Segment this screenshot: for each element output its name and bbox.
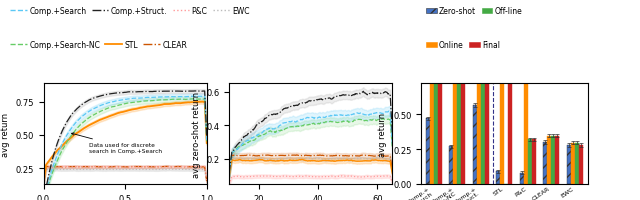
Bar bbox=[579, 145, 582, 184]
Bar bbox=[454, 74, 458, 184]
Legend: Comp.+Search, Comp.+Struct., P&C, EWC: Comp.+Search, Comp.+Struct., P&C, EWC bbox=[7, 4, 253, 19]
Bar bbox=[551, 136, 555, 184]
Bar bbox=[500, 77, 504, 184]
Bar bbox=[532, 140, 536, 184]
Legend: Online, Final: Online, Final bbox=[423, 38, 503, 53]
Bar bbox=[543, 142, 547, 184]
Y-axis label: avg zero-shot return: avg zero-shot return bbox=[191, 91, 200, 177]
Bar bbox=[528, 140, 532, 184]
Bar bbox=[481, 68, 485, 184]
Bar bbox=[571, 143, 575, 184]
Y-axis label: avg return: avg return bbox=[1, 112, 10, 156]
Bar bbox=[438, 73, 442, 184]
Bar bbox=[473, 106, 477, 184]
Text: Data used for discrete
search in Comp.+Search: Data used for discrete search in Comp.+S… bbox=[72, 133, 162, 153]
Bar bbox=[434, 73, 438, 184]
Bar bbox=[566, 145, 571, 184]
Legend: Comp.+Search-NC, STL, CLEAR: Comp.+Search-NC, STL, CLEAR bbox=[7, 38, 191, 53]
Bar bbox=[547, 136, 551, 184]
Bar bbox=[497, 172, 500, 184]
Bar bbox=[520, 173, 524, 184]
Bar bbox=[430, 73, 434, 184]
Bar bbox=[508, 77, 512, 184]
Y-axis label: avg return: avg return bbox=[378, 112, 387, 156]
Bar bbox=[458, 72, 461, 184]
Bar bbox=[555, 136, 559, 184]
Legend: Zero-shot, Off-line: Zero-shot, Off-line bbox=[423, 4, 525, 19]
Bar bbox=[524, 73, 528, 184]
Bar bbox=[461, 73, 465, 184]
Bar bbox=[485, 68, 489, 184]
Bar bbox=[575, 143, 579, 184]
Bar bbox=[426, 119, 430, 184]
Bar bbox=[477, 70, 481, 184]
Bar bbox=[449, 146, 454, 184]
